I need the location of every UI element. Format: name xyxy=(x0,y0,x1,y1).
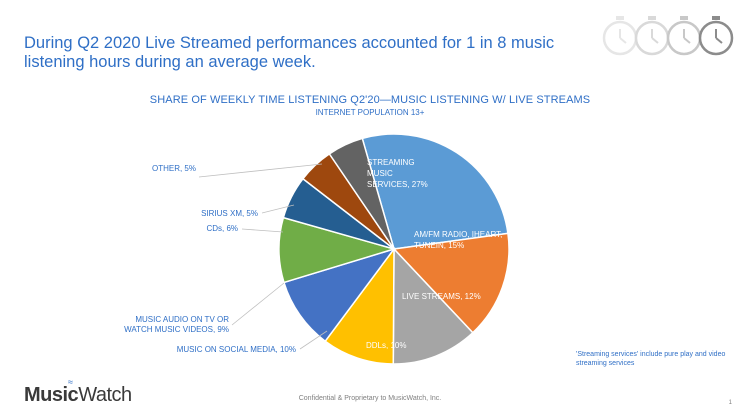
chart-title: SHARE OF WEEKLY TIME LISTENING Q2'20—MUS… xyxy=(149,94,591,106)
stopwatch-icons xyxy=(602,16,734,56)
confidential-notice: Confidential & Proprietary to MusicWatch… xyxy=(298,395,442,402)
headline: During Q2 2020 Live Streamed performance… xyxy=(24,34,555,71)
slice-label: SIRIUS XM, 5% xyxy=(201,209,258,218)
slice-label: CDs, 6% xyxy=(206,224,238,233)
logo-wave-icon: ≈ xyxy=(68,377,73,387)
logo-text-light: Watch xyxy=(78,384,132,406)
leader-line xyxy=(261,204,295,214)
musicwatch-logo: ≈ MusicWatch xyxy=(24,377,132,407)
stopwatch-icon xyxy=(634,16,670,56)
slice-label: MUSIC ON SOCIAL MEDIA, 10% xyxy=(177,345,296,354)
pie-slice xyxy=(392,232,510,334)
pie-slice xyxy=(392,247,474,365)
slice-label: OTHER, 5% xyxy=(152,164,196,173)
logo-text-bold: Music xyxy=(24,384,79,406)
pie-slice xyxy=(283,247,396,343)
stopwatch-icon xyxy=(698,16,734,56)
leader-line xyxy=(299,330,328,350)
chart-subtitle: INTERNET POPULATION 13+ xyxy=(315,108,425,117)
slice-label: MUSIC AUDIO ON TV OR WATCH MUSIC VIDEOS, … xyxy=(124,315,229,334)
leader-line xyxy=(241,228,284,233)
footnote: 'Streaming services' include pure play a… xyxy=(576,351,726,367)
page-number: 1 xyxy=(728,400,732,406)
leader-line xyxy=(198,163,323,178)
slice-label: AM/FM RADIO, IHEART, TUNEIN, 15% xyxy=(414,230,502,250)
pie-slice xyxy=(361,133,509,250)
slice-label: LIVE STREAMS, 12% xyxy=(402,292,481,301)
slice-label: STREAMING MUSIC SERVICES, 27% xyxy=(367,158,428,189)
pie-slice xyxy=(324,246,395,365)
slice-label: DDLs, 10% xyxy=(366,341,406,350)
pie-slice xyxy=(328,137,395,250)
leader-line xyxy=(231,282,285,326)
